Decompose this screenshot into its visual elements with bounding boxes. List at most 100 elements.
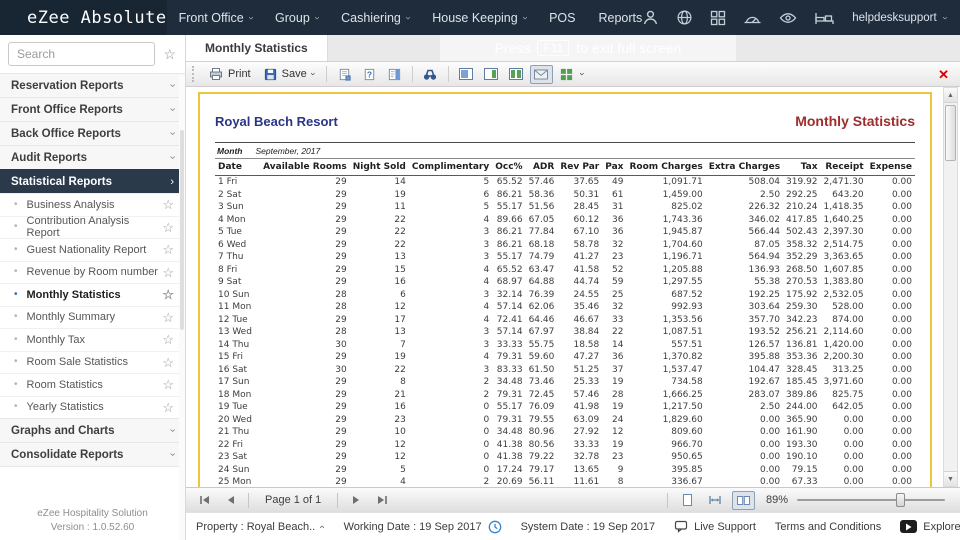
sidebar-scrollbar[interactable]: [179, 75, 185, 540]
favorite-star-icon[interactable]: ☆: [162, 332, 174, 348]
favorite-star-icon[interactable]: ☆: [162, 287, 174, 303]
sidebar-item-yearly-statistics[interactable]: • Yearly Statistics ☆: [0, 395, 185, 418]
first-page-button[interactable]: [193, 491, 215, 509]
sidebar-section-reservation-reports[interactable]: Reservation Reports ›: [0, 73, 185, 97]
table-cell: 19 Tue: [218, 402, 248, 413]
globe-icon[interactable]: [676, 9, 693, 26]
sidebar-item-room-sale-statistics[interactable]: • Room Sale Statistics ☆: [0, 350, 185, 373]
favorite-star-icon[interactable]: ☆: [162, 219, 174, 235]
view-split-panel-button[interactable]: [505, 65, 528, 84]
table-cell: 55.17: [496, 402, 523, 413]
report-header: Royal Beach Resort Monthly Statistics: [215, 113, 915, 129]
chevron-down-icon: ›: [166, 452, 179, 457]
scroll-down-arrow[interactable]: ▼: [944, 471, 957, 486]
zoom-page-view-button[interactable]: [676, 491, 699, 510]
sidebar-section-back-office-reports[interactable]: Back Office Reports ›: [0, 121, 185, 145]
help-button[interactable]: ?: [358, 65, 381, 84]
sidebar-section-graphs-and-charts[interactable]: Graphs and Charts ›: [0, 418, 185, 442]
explore-tutorials-link[interactable]: Explore Tutorials: [900, 520, 960, 533]
sidebar-item-room-statistics[interactable]: • Room Statistics ☆: [0, 373, 185, 396]
user-account-menu[interactable]: helpdesksupport ›: [852, 12, 950, 24]
sidebar-item-monthly-statistics[interactable]: • Monthly Statistics ☆: [0, 283, 185, 306]
eye-icon[interactable]: [779, 11, 797, 25]
apps-grid-icon[interactable]: [710, 10, 726, 26]
table-cell: 79.31: [496, 389, 523, 400]
sidebar-item-contribution-analysis-report[interactable]: • Contribution Analysis Report ☆: [0, 215, 185, 239]
close-report-button[interactable]: ✕: [938, 66, 949, 82]
sidebar-item-revenue-by-room-number[interactable]: • Revenue by Room number ☆: [0, 260, 185, 283]
print-button[interactable]: Print: [203, 64, 256, 84]
last-page-button[interactable]: [371, 491, 393, 509]
user-icon[interactable]: [642, 9, 659, 26]
favorite-star-icon[interactable]: ☆: [162, 264, 174, 280]
zoom-slider-thumb[interactable]: [896, 493, 906, 507]
favorite-star-icon[interactable]: ☆: [162, 399, 174, 415]
table-cell: 28.45: [573, 202, 600, 213]
table-cell: 46.67: [573, 314, 600, 325]
table-cell: 50.31: [573, 189, 600, 200]
sidebar-scrollbar-thumb[interactable]: [180, 130, 184, 330]
email-report-button[interactable]: [529, 64, 553, 84]
table-cell: 72.45: [528, 389, 555, 400]
parameters-panel-icon: [388, 68, 400, 80]
menu-group[interactable]: Group ›: [275, 11, 323, 25]
menu-house-keeping[interactable]: House Keeping ›: [432, 11, 530, 25]
sidebar-item-guest-nationality-report[interactable]: • Guest Nationality Report ☆: [0, 238, 185, 261]
sidebar-section-consolidate-reports[interactable]: Consolidate Reports ›: [0, 442, 185, 466]
menu-front-office[interactable]: Front Office ›: [178, 10, 257, 25]
view-right-panel-button[interactable]: [480, 65, 503, 84]
table-cell: 9 Sat: [218, 277, 242, 288]
table-cell: 68.97: [496, 277, 523, 288]
favorite-star-icon[interactable]: ☆: [162, 354, 174, 370]
find-button[interactable]: [419, 65, 442, 84]
parameters-panel-button[interactable]: [383, 65, 406, 84]
favorite-star-icon[interactable]: ☆: [162, 242, 174, 258]
scroll-up-arrow[interactable]: ▲: [944, 88, 957, 103]
menu-reports[interactable]: Reports: [598, 11, 642, 25]
sidebar-section-front-office-reports[interactable]: Front Office Reports ›: [0, 97, 185, 121]
favorites-star-icon[interactable]: ☆: [163, 46, 176, 62]
view-split-panel-icon: [509, 68, 524, 80]
tab-label: Monthly Statistics: [205, 41, 308, 55]
property-selector[interactable]: Property : Royal Beach.. ›: [196, 521, 328, 533]
terms-and-conditions-link[interactable]: Terms and Conditions: [775, 521, 881, 533]
chevron-down-icon: ›: [166, 131, 179, 136]
favorite-star-icon[interactable]: ☆: [162, 377, 174, 393]
chevron-down-icon: ›: [311, 15, 323, 20]
menu-label: Front Office: [178, 10, 244, 25]
previous-page-button[interactable]: [219, 491, 241, 509]
menu-cashiering[interactable]: Cashiering ›: [341, 11, 413, 25]
view-single-page-button[interactable]: [455, 65, 478, 84]
working-date[interactable]: Working Date : 19 Sep 2017: [344, 520, 502, 534]
table-cell: 1,196.71: [662, 252, 703, 263]
search-input[interactable]: [8, 42, 156, 66]
sidebar-item-business-analysis[interactable]: • Business Analysis ☆: [0, 193, 185, 216]
table-cell: 1,297.55: [662, 277, 703, 288]
favorite-star-icon[interactable]: ☆: [162, 197, 174, 213]
sidebar-section-statistical-reports[interactable]: Statistical Reports ›: [0, 169, 185, 193]
export-grid-button[interactable]: [555, 65, 578, 84]
table-cell: 0.00: [891, 339, 912, 350]
dashboard-gauge-icon[interactable]: [743, 10, 762, 25]
night-audit-bed-icon[interactable]: [814, 10, 835, 26]
scrollbar-thumb[interactable]: [945, 105, 956, 161]
save-button[interactable]: Save ›: [258, 65, 320, 84]
report-vertical-scrollbar[interactable]: ▲ ▼: [943, 87, 958, 487]
tab-monthly-statistics[interactable]: Monthly Statistics: [186, 35, 328, 61]
sidebar-section-label: Audit Reports: [11, 151, 88, 164]
next-page-button[interactable]: [345, 491, 367, 509]
table-row: 20 Wed 29 23 0 79.31 79.55 63.09 24 1,829.60 0.00…: [215, 414, 915, 427]
sidebar-item-monthly-summary[interactable]: • Monthly Summary ☆: [0, 305, 185, 328]
export-document-button[interactable]: [333, 65, 356, 84]
menu-pos[interactable]: POS: [549, 11, 575, 25]
zoom-fit-width-button[interactable]: [704, 491, 727, 510]
favorite-star-icon[interactable]: ☆: [162, 309, 174, 325]
main-area: Monthly Statistics Press F11 to exit ful…: [186, 35, 960, 540]
zoom-multipage-view-button[interactable]: [731, 490, 755, 510]
sidebar-section-audit-reports[interactable]: Audit Reports ›: [0, 145, 185, 169]
live-support-link[interactable]: Live Support: [674, 520, 756, 533]
sidebar-item-monthly-tax[interactable]: • Monthly Tax ☆: [0, 328, 185, 351]
column-header-available-rooms: Available Rooms: [260, 158, 350, 176]
zoom-slider[interactable]: [797, 493, 945, 507]
table-cell: 2,200.30: [823, 352, 864, 363]
